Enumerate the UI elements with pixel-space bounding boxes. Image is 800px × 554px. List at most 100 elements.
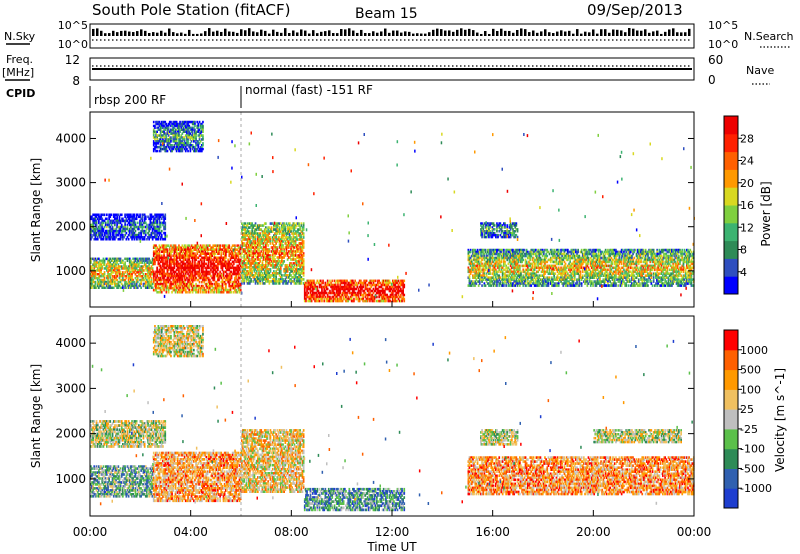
data-cell [263, 258, 266, 261]
data-cell [237, 280, 240, 284]
data-cell [295, 238, 298, 241]
data-cell [402, 289, 404, 293]
data-cell [168, 264, 171, 268]
data-cell [334, 281, 337, 285]
data-cell [269, 254, 272, 257]
data-cell [139, 267, 141, 270]
data-cell [506, 274, 509, 277]
data-cell [261, 240, 264, 243]
data-cell [507, 252, 510, 256]
data-cell [514, 274, 517, 277]
data-cell [331, 283, 334, 287]
data-cell [141, 276, 144, 280]
data-cell [278, 230, 281, 233]
data-cell [329, 279, 331, 283]
data-cell [91, 257, 93, 261]
data-cell [213, 272, 216, 276]
data-cell [545, 280, 547, 283]
data-cell [274, 278, 276, 281]
data-cell [213, 244, 216, 247]
data-cell [273, 272, 275, 275]
data-cell [476, 272, 479, 275]
data-cell [205, 258, 208, 262]
data-cell [251, 262, 253, 265]
data-cell [554, 278, 557, 281]
nsky-bar [336, 33, 339, 36]
data-cell [311, 293, 314, 297]
data-cell [546, 266, 549, 270]
data-cell [184, 278, 187, 282]
data-cell [475, 264, 478, 268]
data-cell [257, 226, 259, 229]
data-cell [347, 281, 350, 285]
data-cell [203, 276, 205, 280]
data-cell [254, 280, 257, 283]
data-cell [127, 280, 130, 284]
data-cell [538, 262, 541, 266]
data-cell [158, 272, 161, 276]
data-cell [96, 273, 99, 276]
nsky-bar [276, 31, 279, 36]
data-cell [253, 252, 256, 255]
data-cell [364, 291, 367, 295]
data-cell [472, 280, 474, 283]
data-cell [337, 297, 339, 301]
data-cell [266, 254, 268, 257]
data-cell [473, 254, 475, 258]
data-cell [190, 284, 193, 288]
data-cell [362, 281, 364, 285]
data-cell [170, 282, 172, 286]
data-cell [529, 276, 531, 279]
data-cell [98, 280, 100, 284]
data-cell [553, 284, 555, 287]
data-cell [154, 244, 156, 247]
data-cell [282, 256, 284, 259]
data-cell [384, 295, 386, 299]
data-cell [124, 275, 126, 278]
data-cell [130, 273, 132, 276]
data-cell [141, 269, 144, 272]
data-cell [168, 284, 171, 288]
data-cell [135, 263, 138, 266]
data-cell [115, 263, 117, 266]
data-cell [480, 264, 482, 268]
data-cell [159, 286, 162, 290]
data-cell [241, 256, 243, 259]
nsky-bar [400, 32, 403, 36]
data-cell [467, 252, 470, 256]
data-cell [287, 268, 290, 271]
data-cell [350, 295, 353, 299]
data-cell [162, 274, 164, 278]
data-cell [321, 281, 323, 285]
data-cell [301, 278, 304, 281]
data-cell [170, 270, 172, 274]
data-cell [157, 254, 160, 258]
data-cell [112, 271, 115, 274]
data-cell [223, 270, 226, 274]
data-cell [221, 278, 224, 282]
data-cell [259, 280, 261, 283]
data-cell [316, 293, 319, 297]
data-cell [187, 268, 189, 272]
data-cell [339, 279, 342, 283]
cpid-segment-2: normal (fast) -151 RF [245, 83, 373, 97]
data-cell [334, 293, 337, 297]
data-cell [294, 282, 297, 285]
data-cell [381, 283, 384, 287]
data-cell [157, 270, 160, 274]
data-cell [110, 263, 113, 266]
nsky-bar [548, 32, 551, 36]
data-cell [229, 290, 232, 294]
data-cell [250, 254, 252, 257]
data-cell [495, 252, 497, 256]
data-cell [215, 246, 218, 249]
data-cell [492, 260, 495, 264]
data-cell [108, 259, 110, 262]
data-cell [309, 281, 312, 285]
data-cell [554, 282, 557, 285]
data-cell [349, 291, 352, 295]
data-cell [555, 276, 558, 279]
data-cell [344, 279, 346, 283]
data-cell [482, 272, 485, 275]
data-cell [235, 266, 237, 270]
